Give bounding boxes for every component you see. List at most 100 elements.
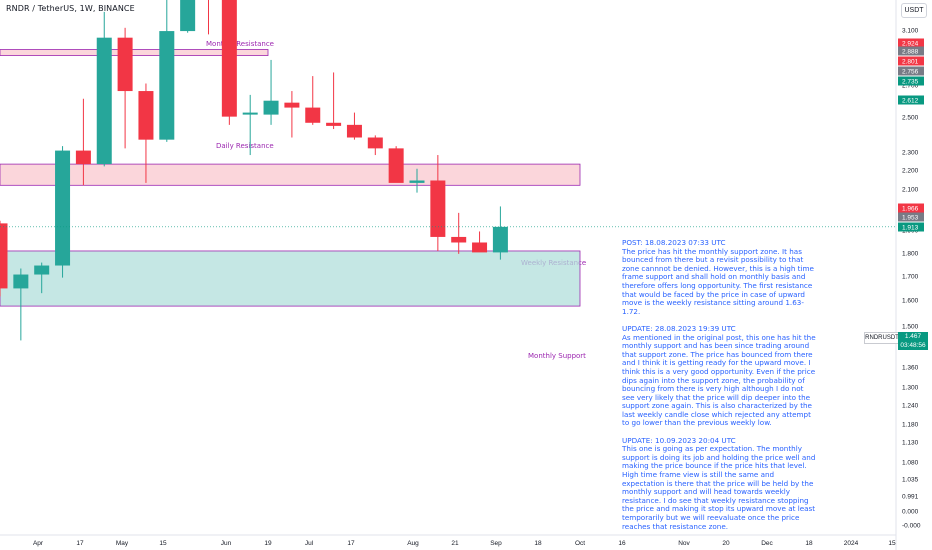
time-tick-label: Nov (678, 540, 690, 547)
note-body: As mentioned in the original post, this … (622, 332, 816, 428)
time-axis[interactable]: Apr 17 May 15 Jun 19 Jul 17 Aug 21 Sep 18 Oct 16 Nov 20… (33, 540, 896, 547)
price-tick-label: 0.000 (902, 509, 919, 516)
note-3: UPDATE: 10.09.2023 20:04 UTC This one is … (622, 435, 818, 532)
time-tick-label: Oct (575, 540, 585, 547)
ticker-label: RNDRUSDT (864, 332, 900, 344)
time-tick-label: May (116, 540, 129, 547)
price-tick-label: 1.080 (902, 460, 919, 467)
price-label-box (898, 66, 924, 76)
time-tick-label: Jul (305, 540, 314, 547)
price-label-text: 2.924 (902, 41, 919, 48)
note-2: UPDATE: 28.08.2023 19:39 UTC As mentioned… (622, 323, 818, 428)
symbol-header: RNDR / TetherUS, 1W, BINANCE (6, 4, 135, 13)
current-price-badge: 1.467 03:48:56 (898, 332, 928, 350)
time-tick-label: Aug (407, 540, 419, 547)
time-tick-label: Dec (761, 540, 773, 547)
candle-body (472, 242, 488, 253)
candle-body (451, 236, 467, 243)
price-tick-label: 2.200 (902, 168, 919, 175)
price-tick-label: 1.800 (902, 251, 919, 258)
price-label-box (898, 56, 924, 66)
candle-body (492, 226, 508, 253)
price-tick-label: 3.100 (902, 28, 919, 35)
candle-body (138, 91, 154, 140)
candle-body (263, 100, 279, 115)
price-label-text: 2.735 (902, 79, 919, 86)
price-label-text: 2.888 (902, 49, 919, 56)
countdown-value: 03:48:56 (900, 342, 926, 349)
current-price-value: 1.467 (904, 333, 922, 340)
zone-box (0, 250, 581, 307)
candle-body (117, 37, 133, 92)
candle-body (34, 265, 50, 275)
price-tick-label: 2.300 (902, 150, 919, 157)
price-tick-label: 1.300 (902, 385, 919, 392)
price-tick-label: 1.500 (902, 324, 919, 331)
candle-body (180, 0, 196, 32)
price-tick-label: -0.000 (902, 523, 921, 530)
note-title: UPDATE: 28.08.2023 19:39 UTC (622, 323, 736, 333)
time-tick-label: 16 (618, 540, 626, 547)
price-label-box (898, 203, 924, 213)
price-tick-label: 1.035 (902, 477, 919, 484)
time-tick-label: 18 (805, 540, 813, 547)
time-tick-label: Sep (490, 540, 502, 547)
candles-layer (0, 0, 508, 341)
candle-body (388, 148, 404, 183)
price-tick-label: 1.240 (902, 403, 919, 410)
price-label-text: 2.612 (902, 98, 919, 105)
note-body: The price has hit the monthly support zo… (622, 246, 814, 316)
price-label-box (898, 222, 924, 232)
candle-body (13, 274, 29, 289)
time-tick-label: 20 (722, 540, 730, 547)
candle-body (305, 107, 321, 123)
candle-body (326, 122, 342, 126)
time-tick-label: 15 (888, 540, 896, 547)
time-tick-label: 21 (451, 540, 459, 547)
time-tick-label: 2024 (844, 540, 859, 547)
candle-body (0, 223, 8, 289)
note-title: UPDATE: 10.09.2023 20:04 UTC (622, 435, 736, 445)
time-tick-label: 17 (76, 540, 84, 547)
price-tick-label: 1.360 (902, 365, 919, 372)
price-label-text: 1.966 (902, 206, 919, 213)
price-label-box (898, 38, 924, 48)
price-tick-label: 1.700 (902, 274, 919, 281)
currency-button[interactable]: USDT (901, 3, 927, 18)
price-tick-label: 1.180 (902, 422, 919, 429)
time-tick-label: Apr (33, 540, 44, 547)
price-tick-label: 2.700 (902, 83, 919, 90)
price-label-box (898, 212, 924, 222)
candle-body (96, 37, 112, 165)
price-label-text: 2.801 (902, 59, 919, 66)
time-tick-label: 19 (264, 540, 272, 547)
candle-body (409, 180, 425, 183)
candle-body (75, 150, 91, 165)
price-tick-label: 1.130 (902, 440, 919, 447)
analysis-notes: POST: 18.08.2023 07:33 UTC The price has … (622, 238, 818, 540)
candle-body (159, 31, 175, 140)
note-body: This one is going as per expectation. Th… (622, 444, 816, 531)
time-tick-label: 18 (534, 540, 542, 547)
time-tick-label: 17 (347, 540, 355, 547)
price-tick-label: 2.500 (902, 115, 919, 122)
time-tick-label: 15 (159, 540, 167, 547)
price-label-text: 2.756 (902, 69, 919, 76)
price-label-box (898, 76, 924, 86)
candle-body (367, 137, 383, 149)
price-tick-label: 2.100 (902, 187, 919, 194)
zone-label: Monthly Resistance (206, 40, 274, 48)
candle-body (55, 150, 71, 266)
price-tick-label: 0.991 (902, 494, 919, 501)
candle-body (284, 102, 300, 108)
candle-body (346, 124, 362, 138)
candle-body (221, 0, 237, 117)
price-label-box (898, 95, 924, 105)
candle-body (430, 180, 446, 237)
zone-label: Daily Resistance (216, 142, 274, 150)
price-label-box (898, 46, 924, 56)
price-label-text: 1.953 (902, 215, 919, 222)
time-tick-label: Jun (221, 540, 232, 547)
